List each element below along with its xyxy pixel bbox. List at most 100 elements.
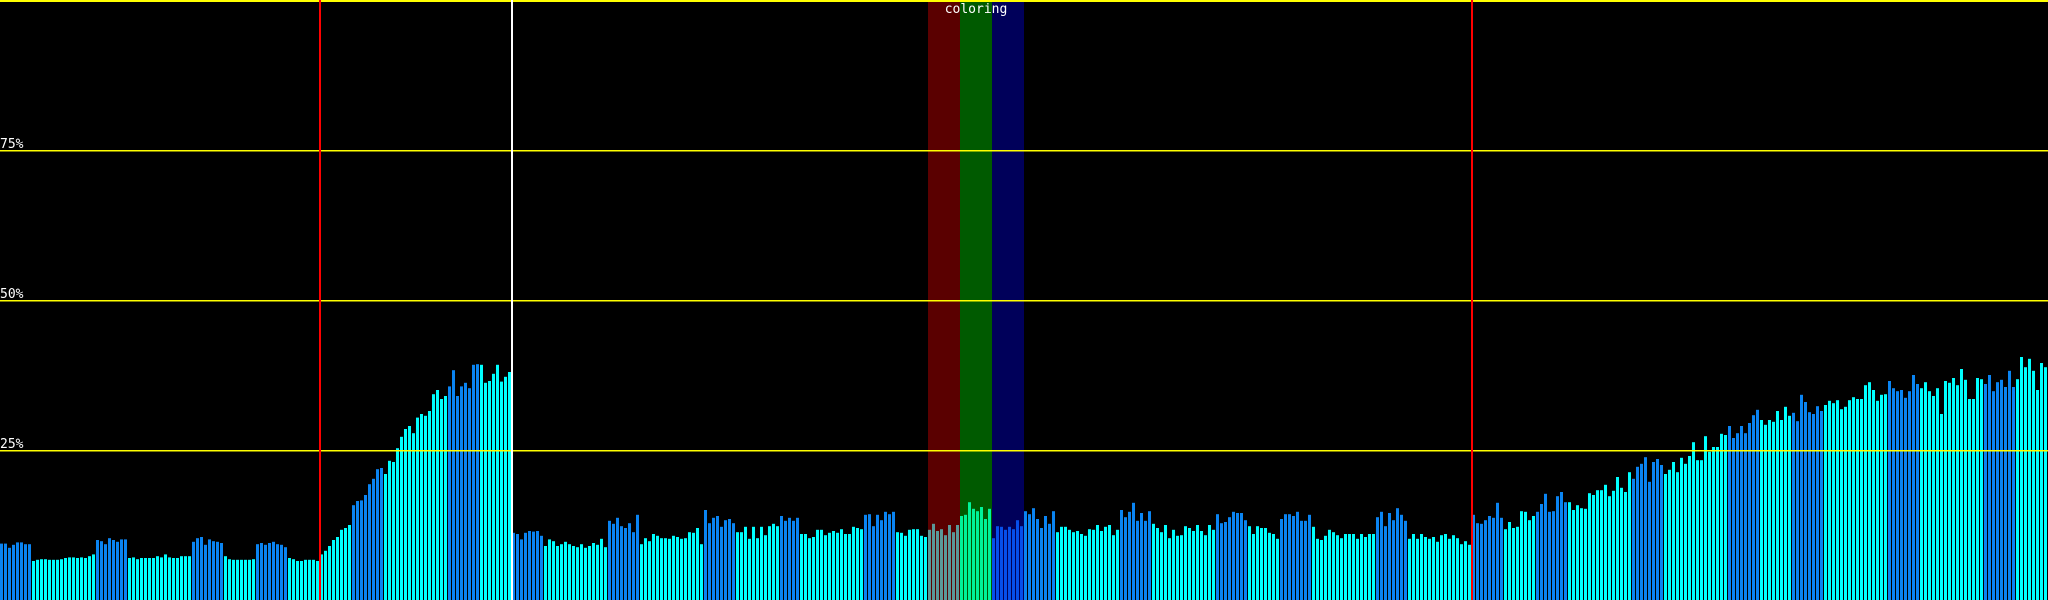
bar [1432,537,1435,600]
bar [748,538,751,600]
bar [2016,379,2019,600]
bar [1464,541,1467,600]
bar [120,539,123,600]
bar [1500,517,1503,600]
bar [388,460,391,600]
bar [1908,391,1911,600]
bar [484,382,487,600]
bar [24,544,27,600]
bar [1416,538,1419,600]
bar [1828,400,1831,600]
bar [1424,537,1427,600]
bar [1272,534,1275,600]
band-label-coloring: coloring [944,2,1008,17]
bar [172,558,175,600]
bar [1624,492,1627,600]
bar [444,396,447,600]
bar [960,516,963,600]
bar [560,544,563,600]
bar [1112,535,1115,600]
bar [1072,532,1075,600]
bar [796,517,799,600]
bar [1364,537,1367,600]
bar [816,529,819,600]
bar [1452,535,1455,600]
bar [1628,472,1631,600]
bar [1712,447,1715,600]
bar [888,514,891,600]
bar [836,532,839,600]
bar [1556,496,1559,600]
bar [1188,528,1191,600]
y-tick-label: 50% [0,287,24,302]
bar [1140,513,1143,600]
bar [1224,522,1227,600]
bar [656,535,659,600]
bar [408,426,411,600]
bar [1136,520,1139,600]
bar [296,561,299,600]
bar [520,539,523,600]
bar [344,528,347,600]
bar [2008,370,2011,600]
bar [1460,544,1463,600]
bar [1116,529,1119,600]
bar [312,559,315,600]
bar [1256,526,1259,600]
bar [1200,531,1203,600]
bar [168,557,171,600]
bar [1700,460,1703,600]
bar [40,559,43,600]
bar [800,534,803,600]
bar [856,528,859,600]
bar [1008,526,1011,600]
bar [1924,382,1927,600]
bar [1128,511,1131,600]
bar [36,559,39,600]
bar [412,433,415,600]
bar [552,541,555,600]
bar [620,526,623,600]
bar [0,543,3,600]
bar [1524,511,1527,600]
bar [1736,433,1739,600]
bar [1852,397,1855,600]
bar [460,386,463,600]
bar [1840,409,1843,600]
bar [1636,466,1639,600]
bar [1640,463,1643,600]
bar [224,556,227,600]
bar [360,500,363,600]
bar [236,559,239,600]
bar [200,537,203,600]
bar [1592,495,1595,600]
bar [1864,385,1867,600]
bar [1392,520,1395,600]
marker-lines [319,0,1473,600]
bar [32,561,35,600]
bar [1300,520,1303,600]
bar [1292,516,1295,600]
bar [1740,426,1743,600]
bar [84,558,87,600]
bar [1320,540,1323,600]
bar [1164,525,1167,600]
bar [716,516,719,600]
bar [1984,384,1987,600]
bar [1724,435,1727,600]
bar [1720,433,1723,600]
bar [1872,390,1875,600]
bar [1480,523,1483,600]
bar [48,559,51,600]
bar [772,523,775,600]
bar [1000,526,1003,600]
bar [476,364,479,600]
bar [1336,535,1339,600]
bar [624,528,627,600]
bar [456,396,459,600]
bar [432,394,435,600]
bar [1032,508,1035,600]
bar [1144,520,1147,600]
bar [1780,420,1783,600]
bar [1880,394,1883,600]
